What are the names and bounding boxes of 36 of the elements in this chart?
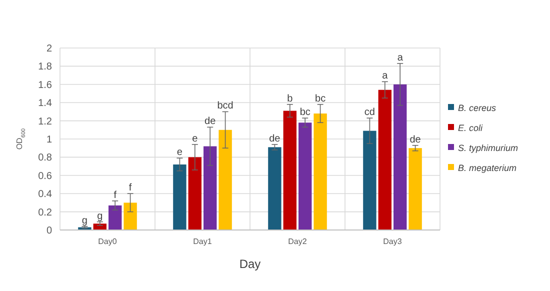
data-label: de xyxy=(204,116,216,128)
legend-label: S. typhimurium xyxy=(458,143,519,154)
data-label: e xyxy=(176,147,183,158)
data-label: bc xyxy=(300,107,310,118)
data-label: cd xyxy=(364,107,375,118)
y-tick-label: 0.2 xyxy=(38,207,52,218)
data-label: g xyxy=(97,210,103,222)
y-tick-label: 2 xyxy=(46,44,52,54)
data-label: de xyxy=(269,133,281,144)
data-label: e xyxy=(192,133,198,144)
y-tick-label: 1.8 xyxy=(38,62,52,73)
data-label: f xyxy=(114,190,117,201)
y-tick-label: 0 xyxy=(46,226,52,236)
x-tick-label: Day3 xyxy=(383,237,402,246)
data-label: bc xyxy=(315,93,326,104)
data-label: f xyxy=(128,182,132,194)
x-tick-label: Day0 xyxy=(98,237,118,246)
data-label: g xyxy=(82,215,88,226)
legend-label: B. cereus xyxy=(458,103,497,114)
x-tick-label: Day1 xyxy=(193,237,212,246)
y-tick-label: 1.6 xyxy=(38,80,52,91)
data-label: de xyxy=(410,134,422,146)
legend-label: E. coli xyxy=(458,123,484,134)
data-label: b xyxy=(287,93,294,104)
y-tick-label: 1 xyxy=(46,134,52,146)
legend-label: B. megaterium xyxy=(458,163,518,174)
x-axis-title: Day xyxy=(239,257,261,271)
y-tick-label: 0.6 xyxy=(38,170,52,182)
y-tick-label: 1.2 xyxy=(38,116,52,128)
y-tick-label: 0.8 xyxy=(38,152,52,164)
data-label: bcd xyxy=(217,100,234,112)
data-label: a xyxy=(382,70,388,82)
x-tick-label: Day2 xyxy=(288,237,308,246)
y-tick-label: 0.4 xyxy=(38,189,52,200)
y-tick-label: 1.4 xyxy=(38,98,52,110)
data-label: a xyxy=(397,52,404,64)
